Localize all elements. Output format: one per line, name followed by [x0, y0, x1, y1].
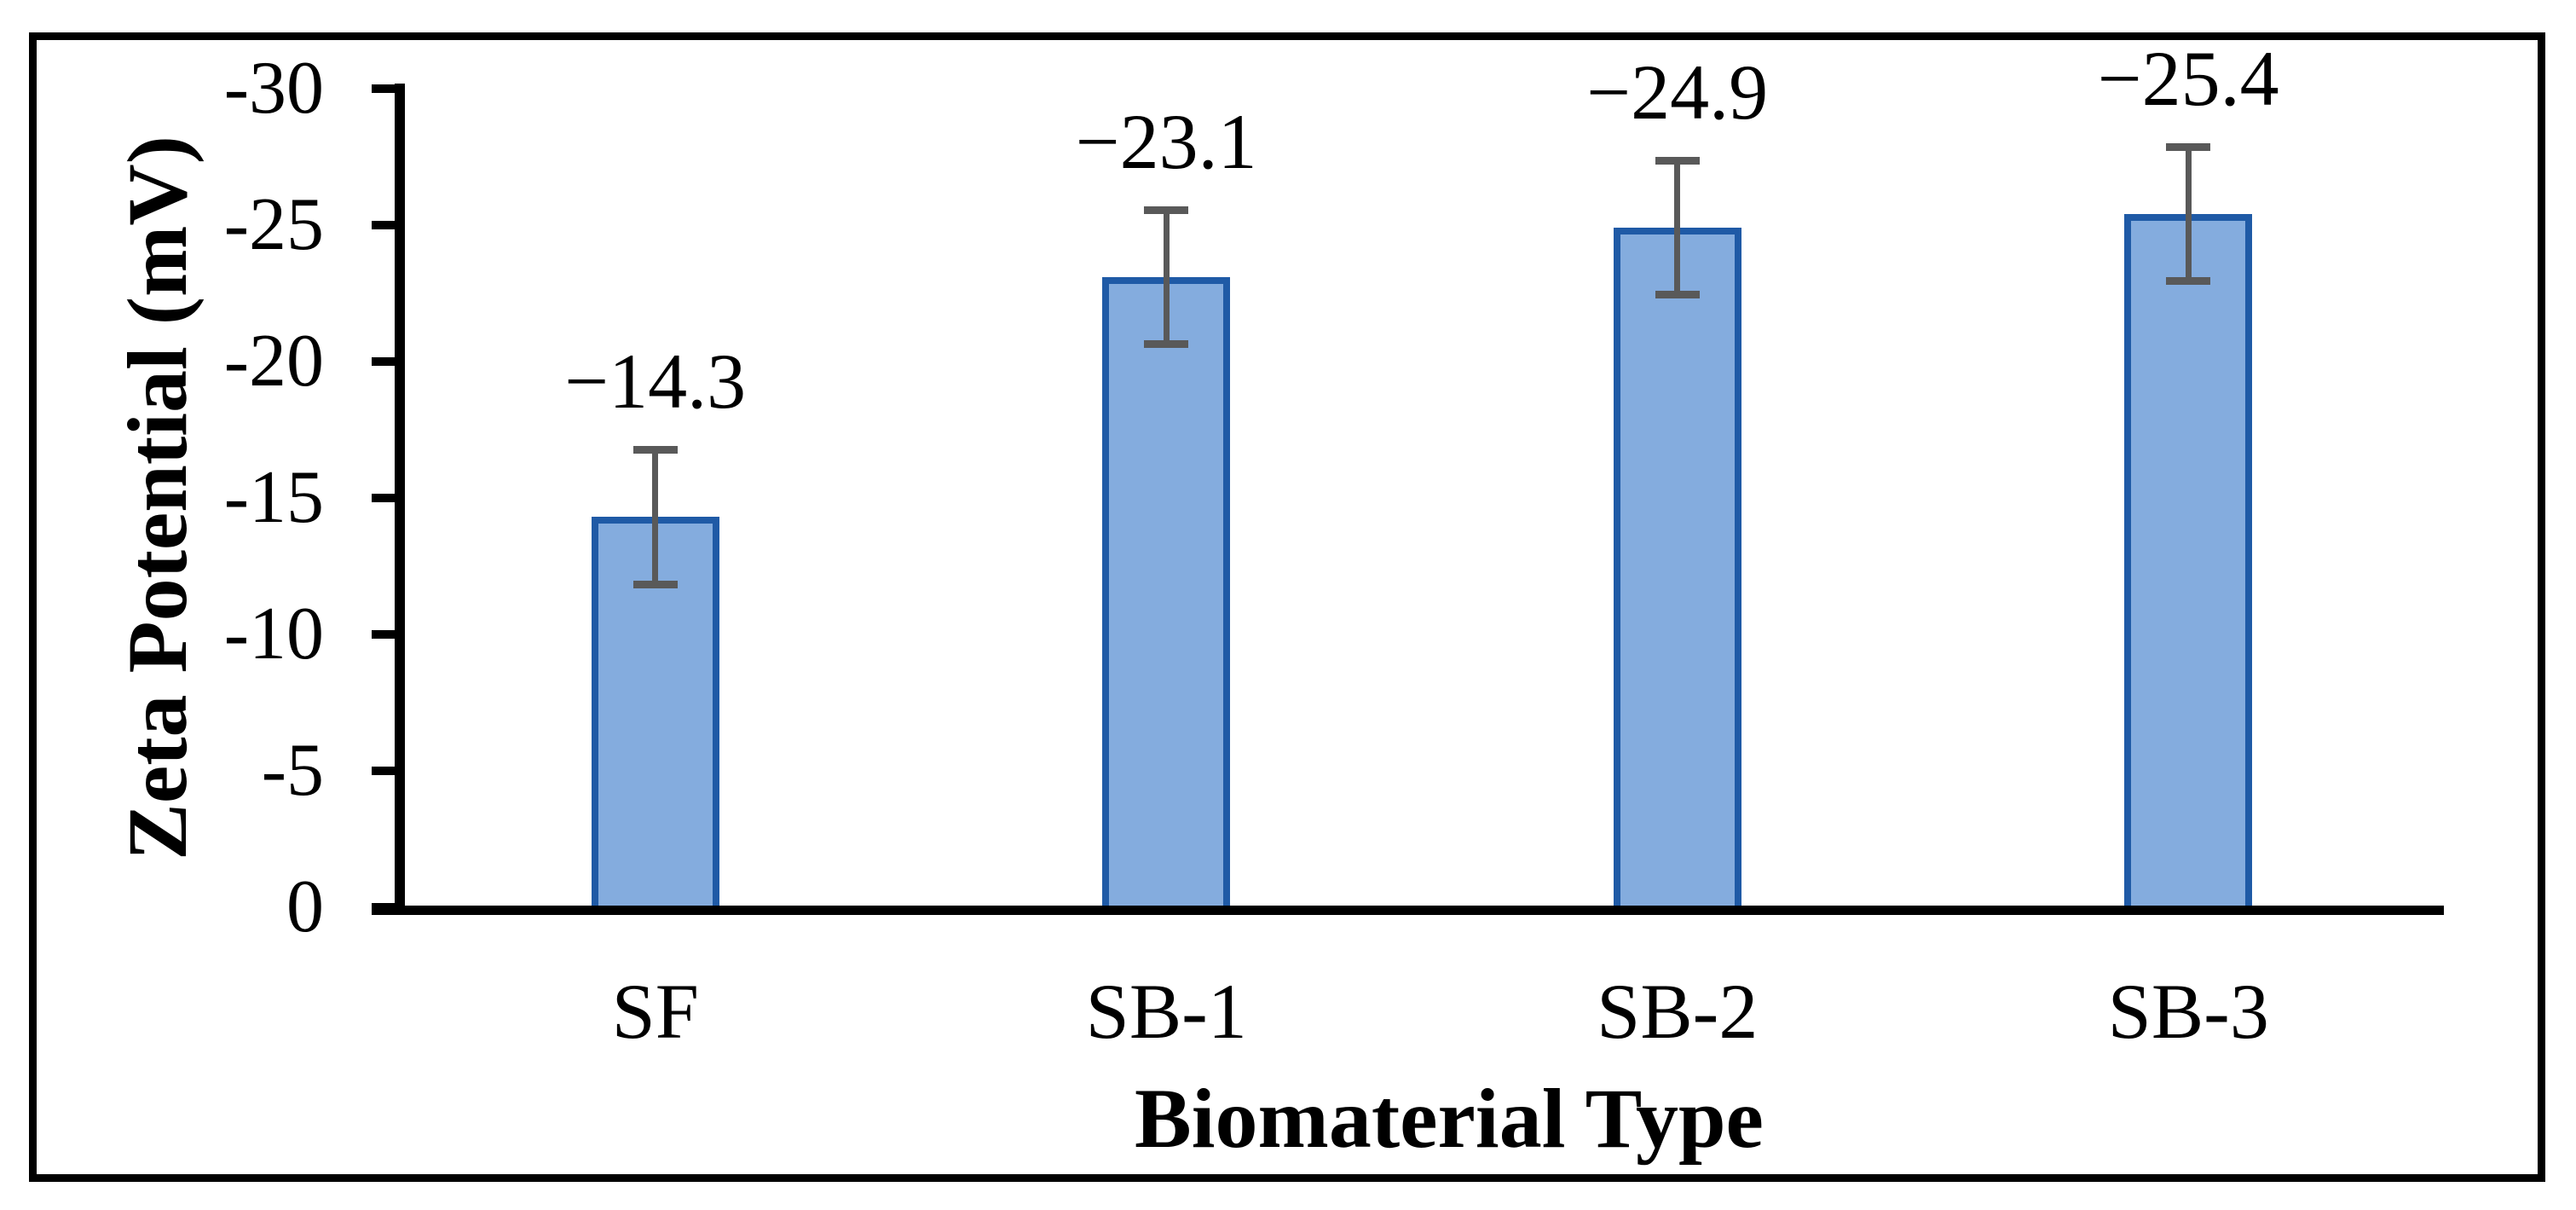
y-axis-title: Zeta Potential (mV) [110, 136, 205, 860]
x-category-label: SF [611, 968, 699, 1055]
x-category-label: SB-3 [2107, 968, 2269, 1055]
y-axis-line [395, 84, 405, 912]
error-bar-cap-top [2166, 143, 2211, 151]
y-tick-label: -30 [223, 47, 324, 130]
error-bar-cap-bottom [1655, 291, 1700, 299]
error-bar-line [652, 446, 659, 588]
error-bar-cap-bottom [632, 580, 678, 588]
error-bar-cap-top [632, 446, 678, 454]
x-category-label: SB-1 [1085, 968, 1247, 1055]
error-bar-cap-bottom [1144, 340, 1189, 348]
x-axis-title: Biomaterial Type [1135, 1071, 1764, 1166]
y-tick-label: -5 [261, 729, 324, 812]
data-label: −25.4 [2097, 35, 2279, 122]
y-tick [372, 357, 400, 366]
error-bar-line [2185, 143, 2192, 286]
data-label: −14.3 [564, 338, 747, 426]
y-tick-label: -15 [223, 456, 324, 539]
y-tick [372, 630, 400, 639]
bar [1102, 276, 1231, 915]
y-tick [372, 767, 400, 775]
y-tick [372, 221, 400, 229]
error-bar-cap-bottom [2166, 277, 2211, 286]
bar [1613, 228, 1741, 915]
y-tick [372, 84, 400, 93]
error-bar-cap-top [1144, 206, 1189, 214]
error-bar-cap-top [1655, 157, 1700, 165]
x-axis-line [372, 906, 2444, 915]
x-category-label: SB-2 [1597, 968, 1759, 1055]
bar [2124, 214, 2253, 915]
y-tick-label: -20 [223, 320, 324, 402]
y-tick [372, 903, 400, 912]
data-label: −23.1 [1075, 97, 1257, 185]
y-tick-label: 0 [286, 866, 324, 948]
y-tick-label: -25 [223, 183, 324, 266]
chart-frame [29, 32, 2545, 1182]
data-label: −24.9 [1586, 49, 1769, 136]
error-bar-line [1674, 157, 1681, 299]
y-tick [372, 494, 400, 502]
y-tick-label: -10 [223, 593, 324, 675]
error-bar-line [1163, 206, 1170, 348]
